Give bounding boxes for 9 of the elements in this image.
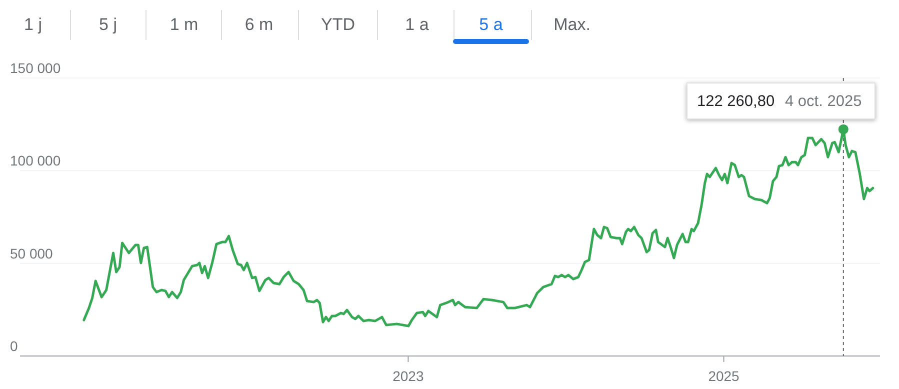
y-tick-label: 0 [10, 338, 18, 354]
annotation: 4 oct. 2025 [785, 93, 862, 110]
x-tick-label: 2023 [392, 368, 424, 384]
tab-bar: 1 j 5 j 1 m 6 m YTD 1 a 5 a Max. [24, 10, 590, 44]
annotation: 122 260,80 [697, 93, 775, 110]
x-tick-label: 2025 [708, 368, 740, 384]
y-tick-label: 150 000 [10, 60, 61, 76]
y-tick-label: 50 000 [10, 245, 54, 262]
y-tick-label: 100 000 [10, 152, 61, 169]
